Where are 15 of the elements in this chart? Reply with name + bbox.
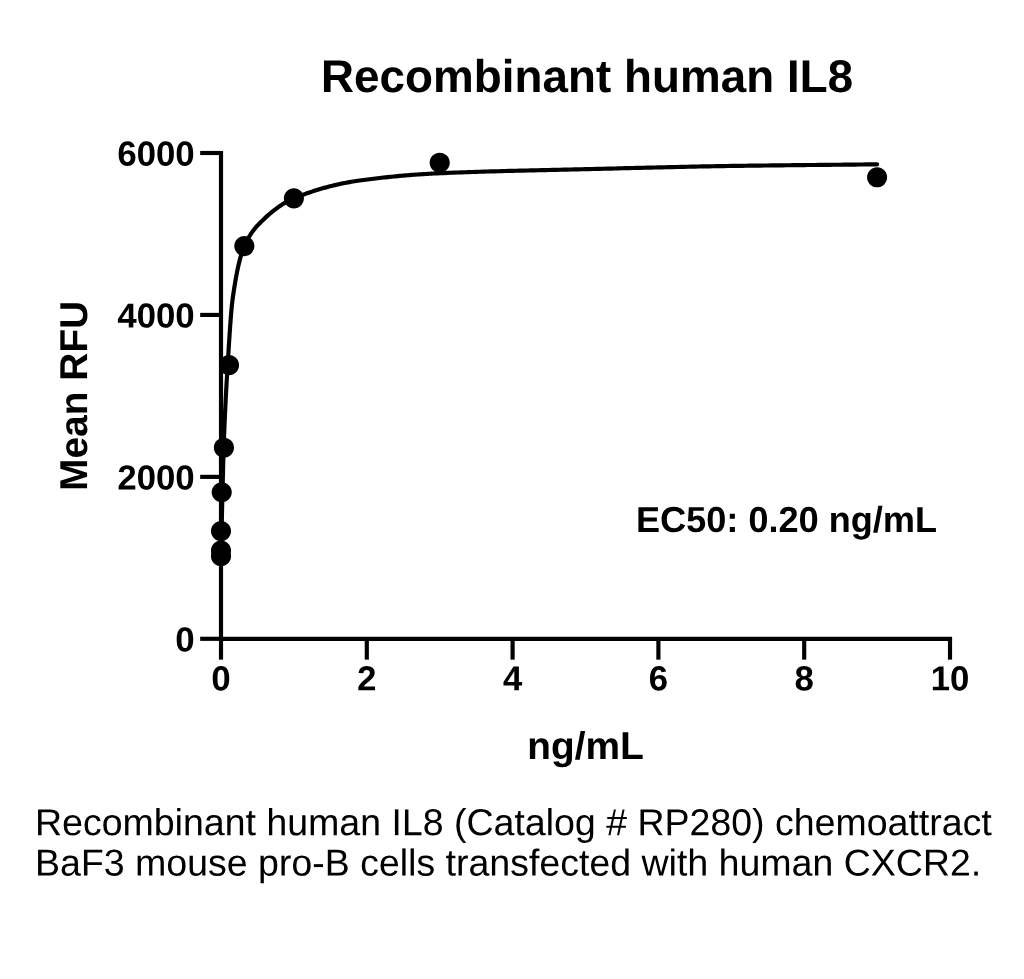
x-tick-label: 8 (795, 666, 813, 691)
y-axis-title: Mean RFU (60, 303, 88, 489)
y-tick-label: 6000 (118, 141, 194, 166)
y-tick-label: 4000 (117, 303, 194, 328)
annotation: EC50: 0.20 ng/mL (638, 505, 936, 540)
x-axis-title: ng/mL (529, 730, 643, 768)
x-tick-label: 6 (650, 666, 667, 691)
text: Recombinant human IL8 (Catalog # RP280) chemoattract BaF3 mouse pro-B cells transfected with human CXCR2. (38, 808, 992, 884)
y-tick-label: 2000 (118, 465, 194, 490)
x-tick-label: 0 (212, 666, 230, 691)
chart-title: Recombinant human IL8 (323, 58, 852, 93)
x-tick-label: 10 (932, 666, 968, 691)
y-tick-label: 0 (176, 627, 194, 652)
x-tick-label: 2 (358, 666, 376, 691)
x-tick-label: 4 (503, 666, 523, 691)
